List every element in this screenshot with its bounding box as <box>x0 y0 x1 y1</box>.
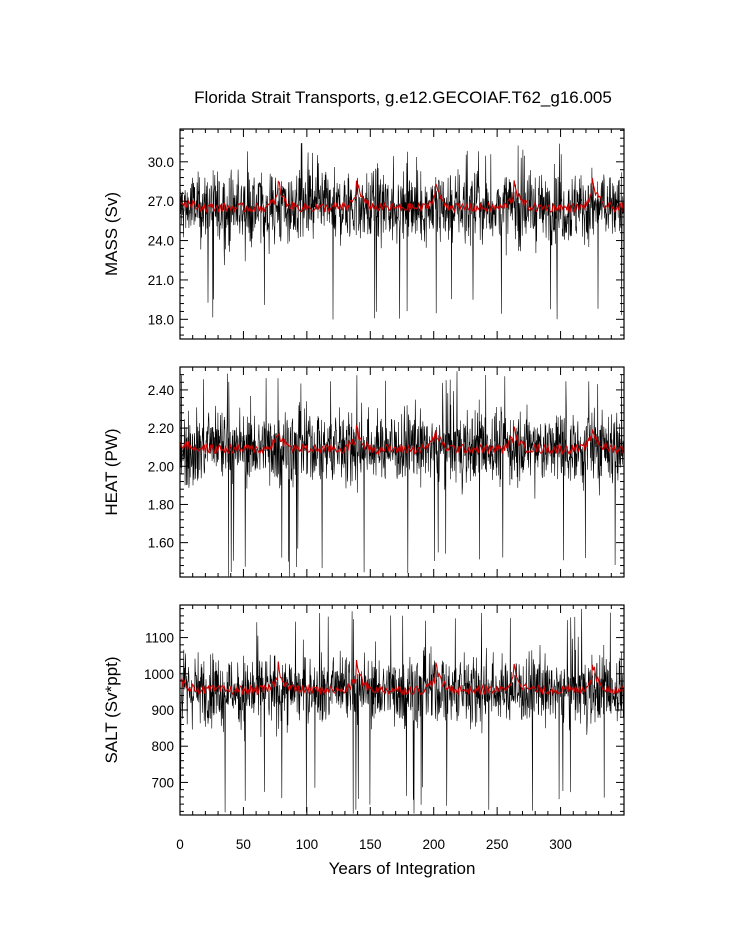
y-axis-label: HEAT (PW) <box>102 428 121 515</box>
plot-frame <box>179 128 625 340</box>
y-axis-label: SALT (Sv*ppt) <box>102 656 121 763</box>
y-tick-label: 900 <box>151 703 174 718</box>
x-tick-label: 150 <box>359 837 382 852</box>
x-tick-label: 50 <box>236 837 251 852</box>
y-tick-label: 27.0 <box>148 194 174 209</box>
x-axis-label: Years of Integration <box>329 859 476 878</box>
y-tick-label: 1100 <box>145 631 174 646</box>
y-axis-label: MASS (Sv) <box>102 192 121 276</box>
series-smoothed <box>180 424 624 456</box>
y-tick-label: 21.0 <box>148 273 174 288</box>
x-tick-label: 100 <box>296 837 319 852</box>
y-tick-label: 2.20 <box>148 421 174 436</box>
series-raw <box>180 371 624 577</box>
y-tick-label: 24.0 <box>148 234 174 249</box>
y-tick-label: 800 <box>151 739 174 754</box>
panel-2: 1.60 1.80 2.00 2.20 2.40 HEAT (PW) <box>102 366 625 578</box>
y-tick-label: 1.80 <box>148 497 174 512</box>
panel-1: 18.0 21.0 24.0 27.0 30.0 MASS (Sv) <box>102 128 625 340</box>
plot-frame <box>179 366 625 578</box>
x-tick-label: 300 <box>549 837 572 852</box>
series-smoothed <box>180 177 624 214</box>
y-tick-label: 1000 <box>144 667 174 682</box>
chart-title: Florida Strait Transports, g.e12.GECOIAF… <box>194 88 612 107</box>
series-raw <box>180 142 624 320</box>
y-tick-label: 1.60 <box>148 536 174 551</box>
x-tick-label: 200 <box>422 837 445 852</box>
series-smoothed <box>180 659 624 696</box>
x-tick-label: 0 <box>176 837 184 852</box>
panel-3: 700 800 900 1000 1100 SALT (Sv*ppt) <box>102 604 625 816</box>
x-tick-label: 250 <box>486 837 509 852</box>
series-raw <box>180 608 624 814</box>
y-tick-label: 30.0 <box>148 155 174 170</box>
y-tick-label: 18.0 <box>148 312 174 327</box>
y-tick-label: 700 <box>151 775 174 790</box>
y-tick-label: 2.00 <box>148 459 174 474</box>
y-tick-label: 2.40 <box>148 383 174 398</box>
